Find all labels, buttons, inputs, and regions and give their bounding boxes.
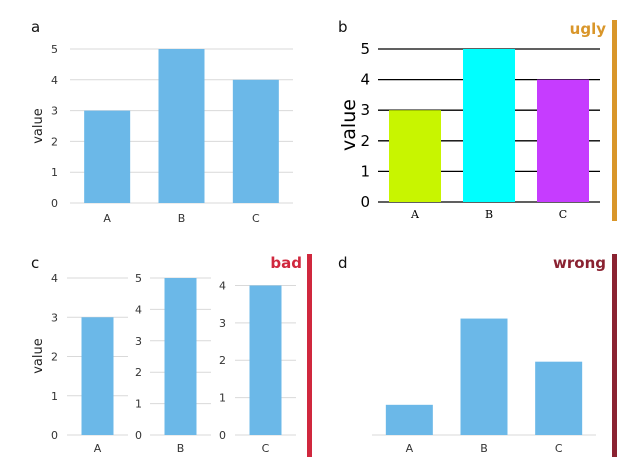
panel-a: a 0 1 2 3 4 5 value A B C xyxy=(31,18,293,225)
y-tick-label: 0 xyxy=(360,193,370,211)
y-tick-label: 3 xyxy=(51,105,58,118)
y-tick-label: 1 xyxy=(135,398,142,411)
y-tick-label: 2 xyxy=(51,351,58,364)
panel-letter: d xyxy=(338,254,348,272)
y-tick-label: 3 xyxy=(135,335,142,348)
y-tick-label: 2 xyxy=(219,354,226,367)
y-axis-label: value xyxy=(338,99,360,151)
y-tick-label: 1 xyxy=(360,162,370,180)
bar-B xyxy=(460,318,508,435)
y-tick-label: 4 xyxy=(219,279,226,292)
panel-c: c bad value 0 1 2 3 4 A 0 1 2 3 4 5 B 0 1 2 3 4 C xyxy=(31,254,312,457)
y-tick-label: 0 xyxy=(135,429,142,442)
y-tick-label: 4 xyxy=(135,303,142,316)
panel-letter: b xyxy=(338,18,348,36)
y-axis-label: value xyxy=(31,338,46,374)
bar-A xyxy=(389,110,441,202)
y-tick-label: 2 xyxy=(51,135,58,148)
y-tick-label: 1 xyxy=(51,390,58,403)
panel-tag: wrong xyxy=(553,254,606,272)
y-tick-label: 4 xyxy=(51,74,58,87)
panel-tag: bad xyxy=(270,254,302,272)
x-tick-label: A xyxy=(94,442,102,455)
bar-C xyxy=(232,79,279,203)
bar-B xyxy=(158,49,205,203)
y-tick-label: 2 xyxy=(360,132,370,150)
bar-A xyxy=(84,110,131,203)
x-tick-label: B xyxy=(178,212,186,225)
x-tick-label: A xyxy=(406,442,414,455)
x-tick-label: B xyxy=(485,208,493,221)
panel-letter: a xyxy=(31,18,40,36)
x-tick-label: C xyxy=(555,442,563,455)
bar-C xyxy=(249,285,282,435)
y-tick-label: 1 xyxy=(219,392,226,405)
bar-B xyxy=(164,278,197,435)
panel-tag-bar xyxy=(612,254,617,457)
panel-b: b ugly 0 1 2 3 4 5 value A B C xyxy=(338,18,617,221)
bar-C xyxy=(537,79,589,202)
y-tick-label: 0 xyxy=(51,429,58,442)
panel-letter: c xyxy=(31,254,39,272)
y-tick-label: 5 xyxy=(135,272,142,285)
y-tick-label: 5 xyxy=(360,40,370,58)
x-tick-label: C xyxy=(252,212,260,225)
bar-C xyxy=(535,361,583,435)
panel-d: d wrong A B C xyxy=(338,254,617,457)
y-tick-label: 4 xyxy=(360,71,370,89)
x-tick-label: B xyxy=(480,442,488,455)
x-tick-label: A xyxy=(410,208,420,221)
bar-A xyxy=(81,317,114,435)
y-tick-label: 3 xyxy=(219,317,226,330)
y-tick-label: 4 xyxy=(51,272,58,285)
y-tick-label: 3 xyxy=(360,101,370,119)
y-tick-label: 1 xyxy=(51,166,58,179)
x-tick-label: C xyxy=(559,208,567,221)
panel-tag: ugly xyxy=(570,20,607,38)
y-axis-label: value xyxy=(31,108,46,144)
y-tick-label: 0 xyxy=(51,197,58,210)
y-tick-label: 0 xyxy=(219,429,226,442)
x-tick-label: C xyxy=(262,442,270,455)
x-tick-label: A xyxy=(103,212,111,225)
y-tick-label: 2 xyxy=(135,366,142,379)
panel-tag-bar xyxy=(612,20,617,221)
bar-A xyxy=(385,404,433,435)
y-tick-label: 5 xyxy=(51,43,58,56)
x-tick-label: B xyxy=(177,442,185,455)
panel-tag-bar xyxy=(307,254,312,457)
y-tick-label: 3 xyxy=(51,311,58,324)
bar-B xyxy=(463,49,515,202)
